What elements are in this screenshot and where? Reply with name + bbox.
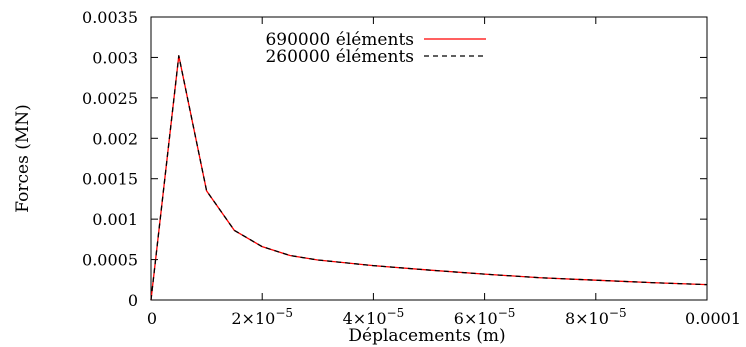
plot-frame — [150, 16, 708, 301]
x-tick-label: 4×10−5 — [343, 306, 405, 328]
tick-labels: 0 0.0005 0.001 0.0015 0.002 0.0025 0.003 0.0035… — [82, 8, 741, 328]
y-tick-label: 0 — [128, 291, 138, 310]
y-tick-label: 0.0005 — [82, 251, 138, 270]
x-axis-title: Déplacements (m) — [348, 326, 505, 346]
y-tick-label: 0.003 — [92, 48, 138, 67]
series-line-2 — [150, 55, 708, 301]
series-lines — [150, 55, 708, 301]
axis-ticks — [150, 16, 708, 301]
x-tick-label: 0 — [147, 309, 157, 328]
plot-border — [150, 16, 708, 301]
y-tick-label: 0.002 — [92, 129, 138, 148]
y-tick-label: 0.0035 — [82, 8, 138, 27]
y-tick-label: 0.0015 — [82, 170, 138, 189]
x-tick-label: 0.0001 — [685, 309, 741, 328]
y-axis-title: Forces (MN) — [13, 104, 33, 212]
x-tick-label: 6×10−5 — [454, 306, 516, 328]
y-tick-label: 0.001 — [92, 210, 138, 229]
series-line-1 — [150, 55, 708, 301]
legend-label-1: 690000 éléments — [265, 30, 414, 50]
x-tick-label: 8×10−5 — [565, 306, 627, 328]
x-tick-label: 2×10−5 — [231, 306, 293, 328]
legend-label-2: 260000 éléments — [265, 47, 414, 67]
y-tick-label: 0.0025 — [82, 89, 138, 108]
